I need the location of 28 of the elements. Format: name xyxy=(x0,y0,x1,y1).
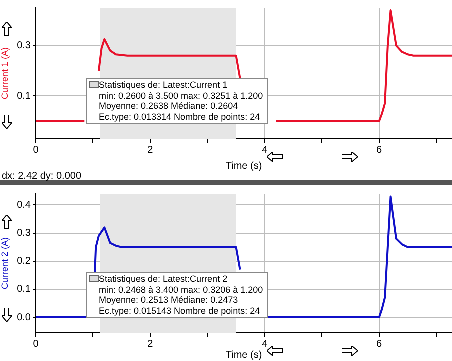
x-axis-title: Time (s) xyxy=(226,350,262,361)
annotation: Ec.type: 0.013314 Nombre de points: 24 xyxy=(99,112,262,122)
y-axis-title: Current 2 (A) xyxy=(0,237,10,290)
x-tick-label: 4 xyxy=(262,338,268,350)
y-tick-label: 0.4 xyxy=(17,200,32,211)
annotation: Moyenne: 0.2638 Médiane: 0.2604 xyxy=(99,101,240,112)
annotation: Statistiques de: Latest:Current 2 xyxy=(99,274,229,284)
y-tick-label: 0.2 xyxy=(17,256,32,268)
annotation: min: 0.2468 à 3.400 max: 0.3206 à 1.200 xyxy=(99,284,264,295)
y-tick-label: 0.1 xyxy=(17,90,32,102)
x-tick-label: 4 xyxy=(262,144,268,156)
x-tick-label: 2 xyxy=(148,338,154,350)
x-tick-label: 0 xyxy=(33,144,40,156)
annotation: Statistiques de: Latest:Current 1 xyxy=(99,80,229,90)
x-tick-label: 2 xyxy=(148,144,154,156)
annotation: Ec.type: 0.015143 Nombre de points: 24 xyxy=(99,306,262,316)
y-tick-label: 0.0 xyxy=(17,312,32,324)
text: dx: 2.42 dy: 0.000 xyxy=(2,171,82,182)
x-axis-title: Time (s) xyxy=(226,160,262,172)
x-tick-label: 6 xyxy=(376,338,383,350)
y-axis-title: Current 1 (A) xyxy=(0,47,10,100)
y-tick-label: 0.3 xyxy=(17,228,32,240)
y-tick-label: 0.3 xyxy=(17,40,32,52)
y-tick-label: 0.1 xyxy=(17,284,32,296)
annotation: Moyenne: 0.2513 Médiane: 0.2473 xyxy=(99,295,240,306)
annotation: min: 0.2600 à 3.500 max: 0.3251 à 1.200 xyxy=(99,90,264,101)
x-tick-label: 6 xyxy=(376,144,383,156)
x-tick-label: 0 xyxy=(33,338,40,350)
